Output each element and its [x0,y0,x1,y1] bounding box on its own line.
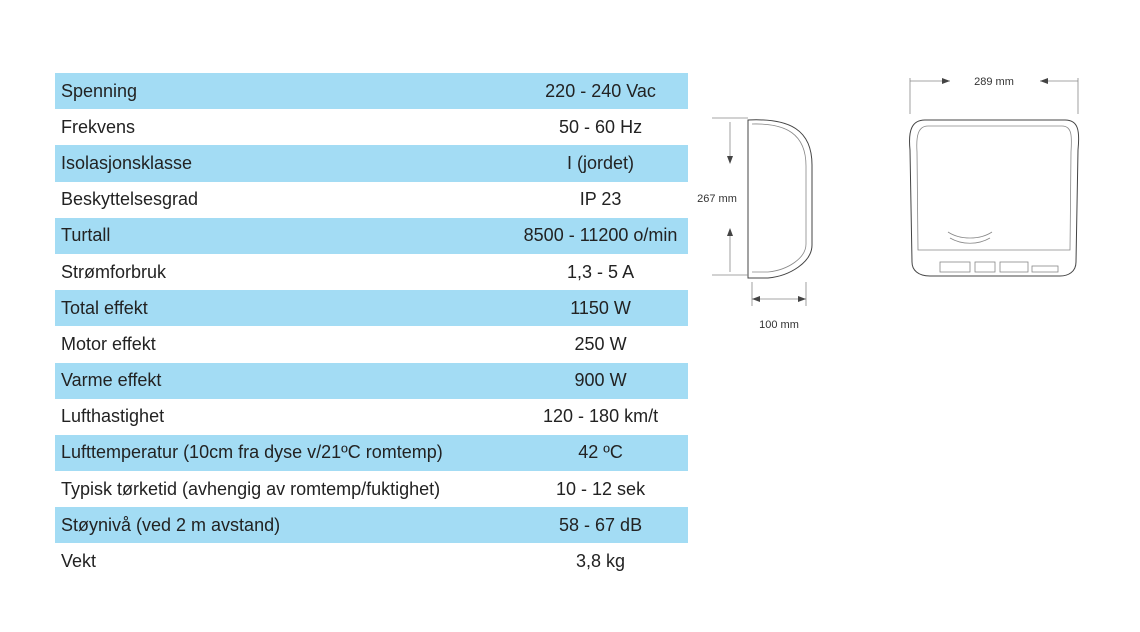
spec-label: Lufthastighet [61,406,165,427]
spec-label: Støynivå (ved 2 m avstand) [61,514,281,535]
spec-value: 58 - 67 dB [559,514,643,535]
table-row: Lufthastighet 120 - 180 km/t [55,399,688,435]
spec-value: 1150 W [570,297,631,318]
table-row: Frekvens 50 - 60 Hz [55,109,688,145]
spec-value: 250 W [574,333,627,354]
table-row: Strømforbruk 1,3 - 5 A [55,254,688,290]
spec-value: 50 - 60 Hz [559,116,643,137]
spec-value: 42 ºC [578,442,623,463]
depth-label: 100 mm [759,319,799,331]
spec-value: 1,3 - 5 A [567,261,635,282]
spec-label: Varme effekt [61,370,162,391]
spec-label: Frekvens [61,116,136,137]
spec-value: 10 - 12 sek [556,478,646,499]
side-view: 267 mm 100 mm [697,117,813,331]
spec-label: Lufttemperatur (10cm fra dyse v/21ºC rom… [61,442,443,463]
table-row: Beskyttelsesgrad IP 23 [55,182,688,218]
spec-label: Spenning [61,80,138,101]
front-view: 289 mm [909,76,1080,277]
table-row: Lufttemperatur (10cm fra dyse v/21ºC rom… [55,434,688,472]
table-row: Total effekt 1150 W [55,290,688,327]
spec-value: IP 23 [579,189,622,210]
spec-value: 3,8 kg [576,551,626,572]
spec-value: I (jordet) [567,152,635,173]
spec-label: Total effekt [61,297,148,318]
table-row: Motor effekt 250 W [55,326,688,362]
table-row: Varme effekt 900 W [55,362,688,399]
spec-value: 120 - 180 km/t [543,406,659,427]
table-row: Turtall 8500 - 11200 o/min [55,217,688,254]
spec-label: Turtall [61,225,111,246]
height-label: 267 mm [697,193,737,205]
table-row: Vekt 3,8 kg [55,543,688,579]
table-row: Isolasjonsklasse I (jordet) [55,145,688,182]
table-row: Støynivå (ved 2 m avstand) 58 - 67 dB [55,507,688,544]
spec-label: Vekt [61,551,97,572]
spec-label: Motor effekt [61,333,156,354]
table-row: Spenning 220 - 240 Vac [55,73,688,110]
width-label: 289 mm [974,76,1014,88]
table-row: Typisk tørketid (avhengig av romtemp/fuk… [55,471,688,507]
spec-value: 8500 - 11200 o/min [523,225,678,246]
spec-label: Beskyttelsesgrad [61,189,199,210]
spec-label: Typisk tørketid (avhengig av romtemp/fuk… [61,478,441,499]
spec-label: Strømforbruk [61,261,167,282]
spec-table: Spenning 220 - 240 Vac Frekvens 50 - 60 Hz I… [55,73,688,580]
spec-value: 220 - 240 Vac [545,80,656,101]
spec-value: 900 W [574,370,627,391]
spec-label: Isolasjonsklasse [61,152,193,173]
